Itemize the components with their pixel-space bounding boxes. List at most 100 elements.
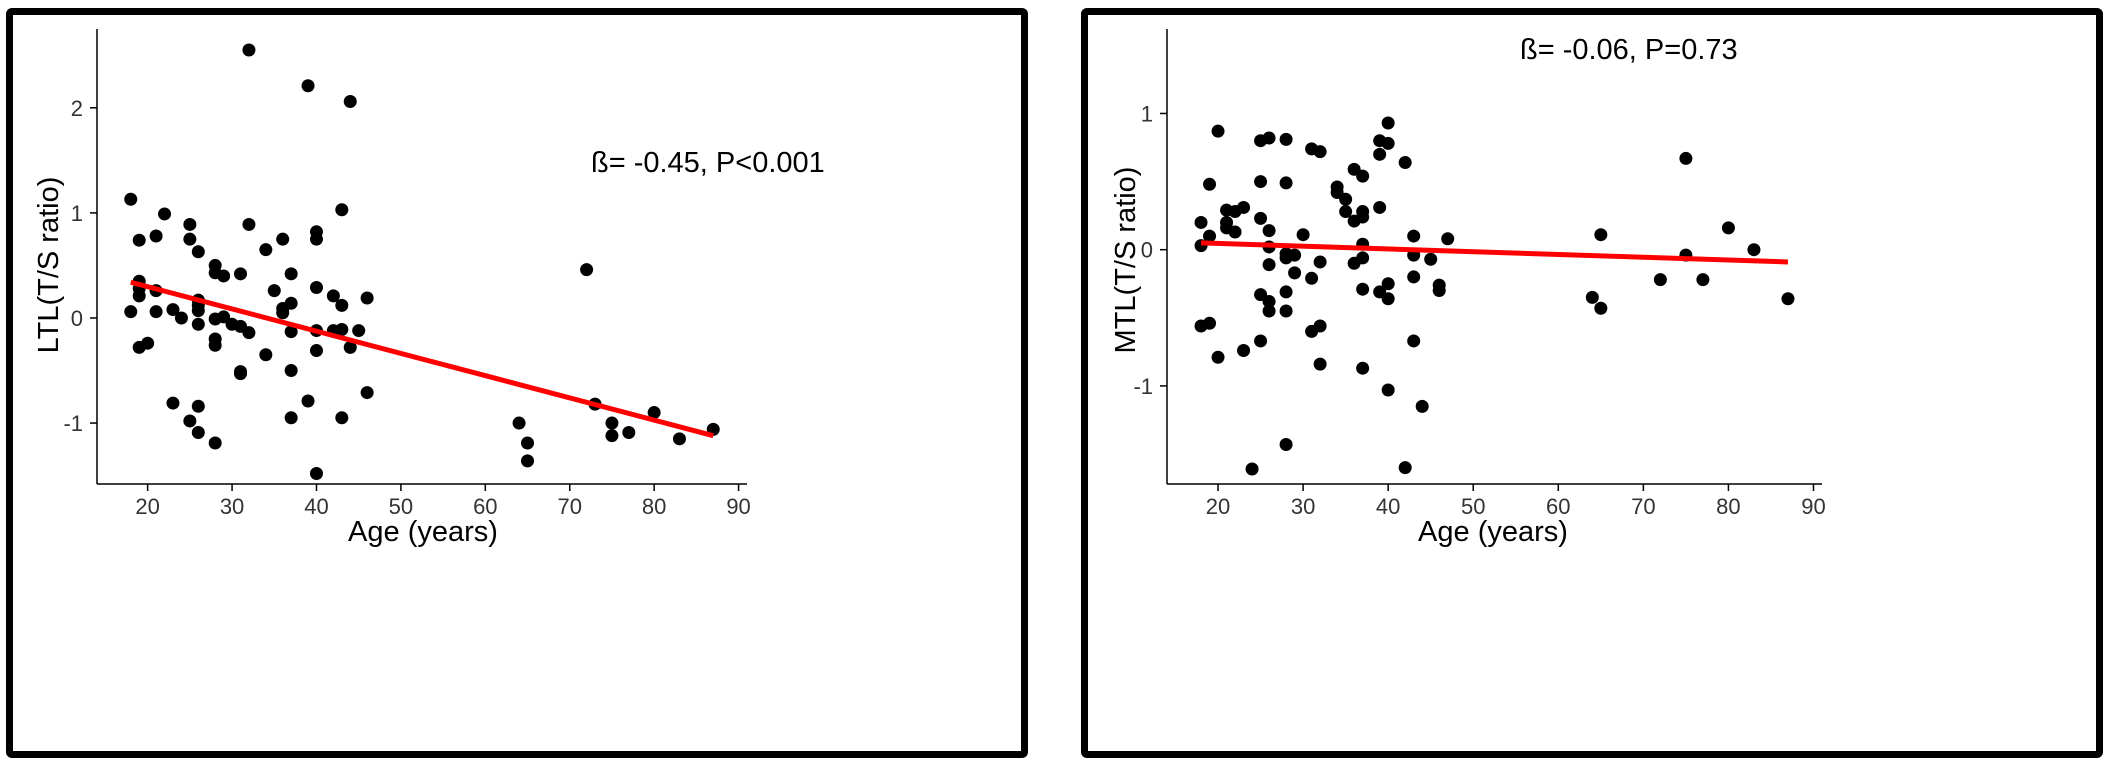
data-point (309, 466, 323, 480)
data-point (1781, 292, 1795, 306)
data-point (1373, 200, 1387, 214)
data-point (1254, 334, 1268, 348)
data-point (1203, 316, 1217, 330)
data-point (1415, 399, 1429, 413)
data-point (149, 305, 163, 319)
data-point (276, 306, 290, 320)
data-point (309, 280, 323, 294)
data-point (1228, 225, 1242, 239)
data-point (1245, 462, 1259, 476)
data-point (242, 217, 256, 231)
y-tick-label: 0 (71, 306, 83, 331)
data-point (1356, 282, 1370, 296)
data-point (1313, 255, 1327, 269)
data-point (672, 432, 686, 446)
data-point (183, 414, 197, 428)
data-point (1381, 136, 1395, 150)
data-point (1381, 277, 1395, 291)
data-point (309, 232, 323, 246)
ltl-axes: -1 0 1 2 20 30 40 50 60 70 80 90 (63, 29, 751, 519)
y-axis-title: MTL(T/S ratio) (1110, 167, 1142, 354)
data-point (1313, 357, 1327, 371)
mtl-scatter-chart: -1 0 1 20 30 40 50 60 70 80 90 ß= -0.06, P=0.73 A… (1110, 29, 1826, 548)
x-axis-ticks: 20 30 40 50 60 70 80 90 (1206, 484, 1826, 519)
data-point (149, 229, 163, 243)
data-point (1262, 294, 1276, 308)
data-point (174, 311, 188, 325)
data-point (335, 203, 349, 217)
data-point (1211, 124, 1225, 138)
data-point (1356, 361, 1370, 375)
y-tick-label: 1 (71, 201, 83, 226)
x-tick-label: 80 (642, 494, 666, 519)
data-point (242, 326, 256, 340)
data-point (284, 325, 298, 339)
data-point (335, 411, 349, 425)
data-point (1594, 301, 1608, 315)
x-axis-title: Age (years) (348, 516, 498, 548)
data-point (1432, 284, 1446, 298)
data-point (1441, 232, 1455, 246)
data-point (141, 336, 155, 350)
x-tick-label: 60 (1546, 494, 1570, 519)
mtl-fit-and-points (1194, 116, 1795, 476)
data-point (1237, 343, 1251, 357)
x-tick-label: 20 (1206, 494, 1230, 519)
mtl-axes: -1 0 1 20 30 40 50 60 70 80 90 (1133, 29, 1826, 519)
data-point (1424, 252, 1438, 266)
data-point (301, 79, 315, 93)
data-point (1262, 131, 1276, 145)
data-point (1203, 229, 1217, 243)
x-axis-ticks: 20 30 40 50 60 70 80 90 (135, 484, 751, 519)
data-point (326, 289, 340, 303)
x-tick-label: 70 (557, 494, 581, 519)
data-point (1279, 176, 1293, 190)
y-axis-title: LTL(T/S ratio) (33, 177, 65, 354)
data-point (360, 291, 374, 305)
data-point (1211, 350, 1225, 364)
data-point (1398, 461, 1412, 475)
data-point (132, 233, 146, 247)
data-point (191, 245, 205, 259)
data-point (191, 426, 205, 440)
regression-line (1200, 240, 1789, 265)
x-axis-title: Age (years) (1418, 516, 1568, 548)
data-point (1305, 271, 1319, 285)
data-point (1381, 383, 1395, 397)
y-tick-label: 1 (1141, 101, 1153, 126)
data-point (1279, 437, 1293, 451)
data-point (166, 303, 180, 317)
data-point (1254, 211, 1268, 225)
data-point (1585, 290, 1599, 304)
x-tick-label: 70 (1631, 494, 1655, 519)
data-point (124, 192, 138, 206)
data-point (208, 338, 222, 352)
x-tick-label: 90 (1801, 494, 1825, 519)
data-point (360, 386, 374, 400)
data-point (1407, 229, 1421, 243)
data-point (1262, 224, 1276, 238)
data-point (1279, 132, 1293, 146)
data-point (1721, 221, 1735, 235)
data-point (1279, 285, 1293, 299)
data-point (1407, 334, 1421, 348)
data-point (343, 95, 357, 109)
y-tick-label: 0 (1141, 238, 1153, 263)
data-point (1313, 319, 1327, 333)
data-point (158, 207, 172, 221)
data-point (343, 340, 357, 354)
data-point (1203, 177, 1217, 191)
ltl-scatter-panel: -1 0 1 2 20 30 40 50 60 70 80 90 ß= -0.45, P<0.001… (6, 8, 1028, 758)
data-point (335, 323, 349, 337)
data-point (521, 454, 535, 468)
data-point (1747, 243, 1761, 257)
data-point (1279, 304, 1293, 318)
data-point (132, 289, 146, 303)
data-point (605, 429, 619, 443)
data-point (1356, 210, 1370, 224)
data-point (1373, 147, 1387, 161)
data-point (309, 344, 323, 358)
regression-line (130, 279, 714, 439)
data-point (1653, 273, 1667, 287)
x-tick-label: 80 (1716, 494, 1740, 519)
